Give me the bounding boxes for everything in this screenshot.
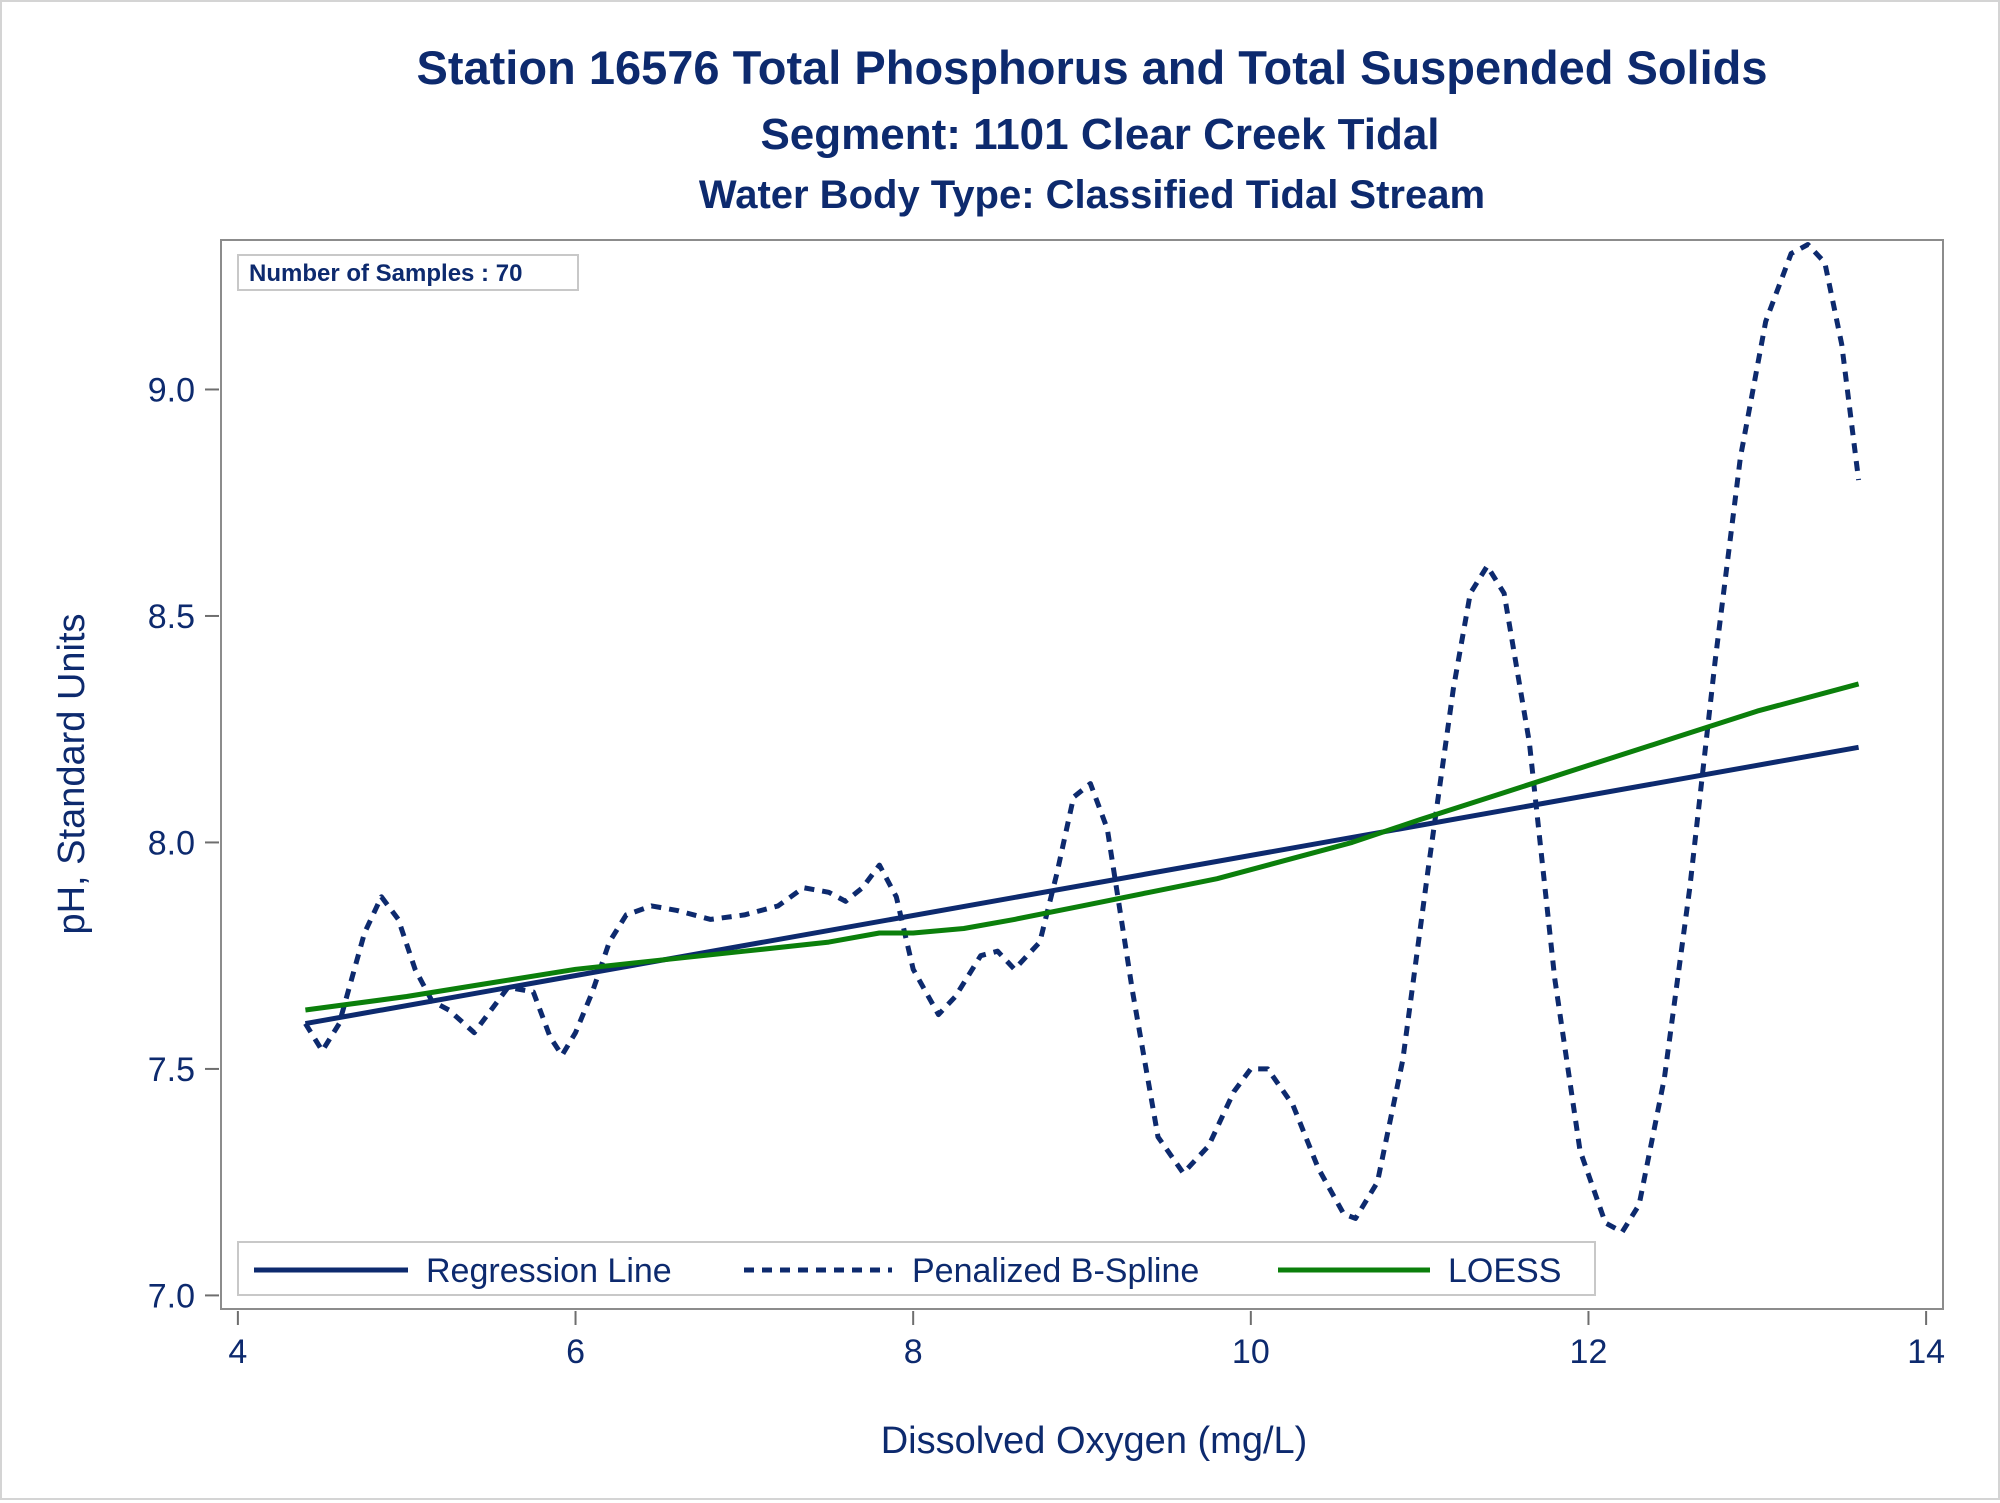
series-line-regression-line: [304, 744, 1860, 1027]
y-tick-label: 7.5: [148, 1051, 195, 1089]
sample-count-label: Number of Samples : 70: [249, 260, 522, 287]
x-tick-label: 8: [904, 1333, 923, 1371]
legend: Regression Line Penalized B-Spline LOESS: [237, 1241, 1596, 1296]
y-tick-label: 9.0: [148, 371, 195, 409]
series-layer: [303, 242, 1862, 1235]
chart-subtitle-2: Water Body Type: Classified Tidal Stream: [699, 173, 1485, 217]
legend-label-loess: LOESS: [1448, 1252, 1561, 1290]
x-tick-label: 6: [566, 1333, 585, 1371]
sample-count-box: Number of Samples : 70: [237, 254, 579, 291]
chart-title: Station 16576 Total Phosphorus and Total…: [417, 41, 1768, 94]
series-line-loess: [305, 681, 1860, 1013]
x-tick-label: 12: [1570, 1333, 1608, 1371]
x-axis: 4 6 8 10 12 14: [228, 1311, 1945, 1371]
chart-subtitle: Segment: 1101 Clear Creek Tidal: [760, 110, 1439, 159]
plot-area: [220, 239, 1944, 1310]
legend-label-penalized-b-spline: Penalized B-Spline: [912, 1252, 1199, 1290]
x-axis-label: Dissolved Oxygen (mg/L): [881, 1420, 1308, 1462]
y-tick-label: 8.0: [148, 824, 195, 862]
y-tick-label: 7.0: [148, 1277, 195, 1315]
x-tick-label: 4: [228, 1333, 247, 1371]
y-tick-label: 8.5: [148, 598, 195, 636]
legend-label-regression-line: Regression Line: [426, 1252, 672, 1290]
y-axis: 7.0 7.5 8.0 8.5 9.0: [148, 371, 219, 1315]
x-tick-label: 10: [1232, 1333, 1270, 1371]
series-line-penalized-b-spline: [303, 242, 1862, 1235]
y-axis-label: pH, Standard Units: [51, 613, 93, 934]
x-tick-label: 14: [1907, 1333, 1945, 1371]
